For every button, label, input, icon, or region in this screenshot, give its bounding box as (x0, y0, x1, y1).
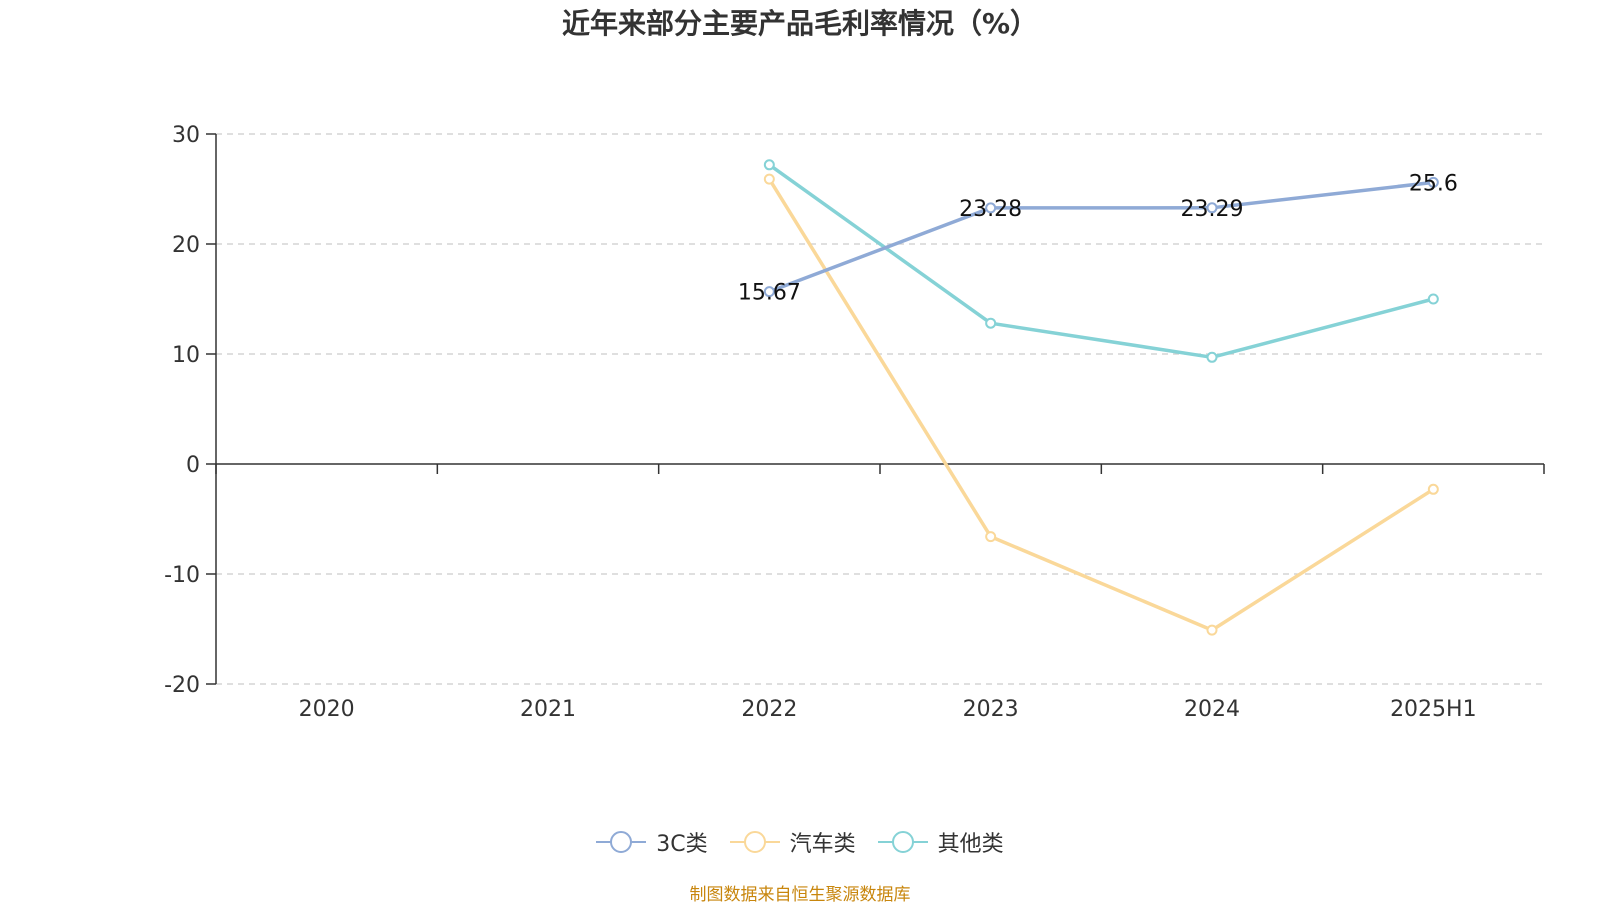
series-line (768, 163, 1434, 360)
legend-item-other[interactable]: 其他类 (877, 826, 1004, 858)
data-point (1206, 202, 1218, 214)
data-point (1206, 624, 1218, 636)
data-point (763, 286, 775, 298)
y-tick-label: -20 (164, 673, 200, 698)
y-tick-label: 0 (186, 453, 200, 478)
data-point (1206, 351, 1218, 363)
legend-line-icon (877, 829, 928, 855)
data-label: 23.28 (959, 197, 1022, 222)
legend-item-auto[interactable]: 汽车类 (729, 826, 856, 858)
x-tick-label: 2020 (299, 697, 355, 722)
legend-label: 其他类 (937, 832, 1004, 857)
data-point (763, 173, 775, 185)
data-point (1427, 176, 1439, 188)
x-tick-label: 2025H1 (1390, 697, 1477, 722)
y-tick-label: 30 (172, 123, 200, 148)
data-point (985, 202, 997, 214)
x-tick-label: 2022 (741, 697, 797, 722)
legend-item-3c[interactable]: 3C类 (596, 826, 708, 858)
y-tick-label: -10 (164, 563, 200, 588)
x-tick-label: 2023 (963, 697, 1019, 722)
data-point (763, 159, 775, 171)
legend-label: 汽车类 (789, 832, 856, 857)
legend: 3C类 汽车类 其他类 (0, 820, 1600, 864)
data-point (985, 317, 997, 329)
data-point (1427, 483, 1439, 495)
source-note: 制图数据来自恒生聚源数据库 (689, 885, 911, 905)
x-tick-label: 2021 (520, 697, 576, 722)
data-label: 23.29 (1181, 197, 1244, 222)
y-tick-label: 20 (172, 233, 200, 258)
line-chart: 30 20 10 0 -10 -20 2020 2021 2022 2023 2024 2025H1 1… (164, 123, 1545, 722)
chart-title: 近年来部分主要产品毛利率情况（%） (561, 7, 1039, 40)
data-label: 25.6 (1409, 171, 1458, 196)
data-point (1427, 293, 1439, 305)
y-tick-label: 10 (172, 343, 200, 368)
legend-line-icon (596, 829, 647, 855)
series-line (768, 180, 1434, 294)
series-line (767, 178, 1435, 632)
x-tick-label: 2024 (1184, 697, 1240, 722)
legend-line-icon (729, 829, 780, 855)
data-label: 15.67 (738, 281, 801, 306)
data-point (985, 531, 997, 543)
legend-label: 3C类 (656, 832, 708, 857)
